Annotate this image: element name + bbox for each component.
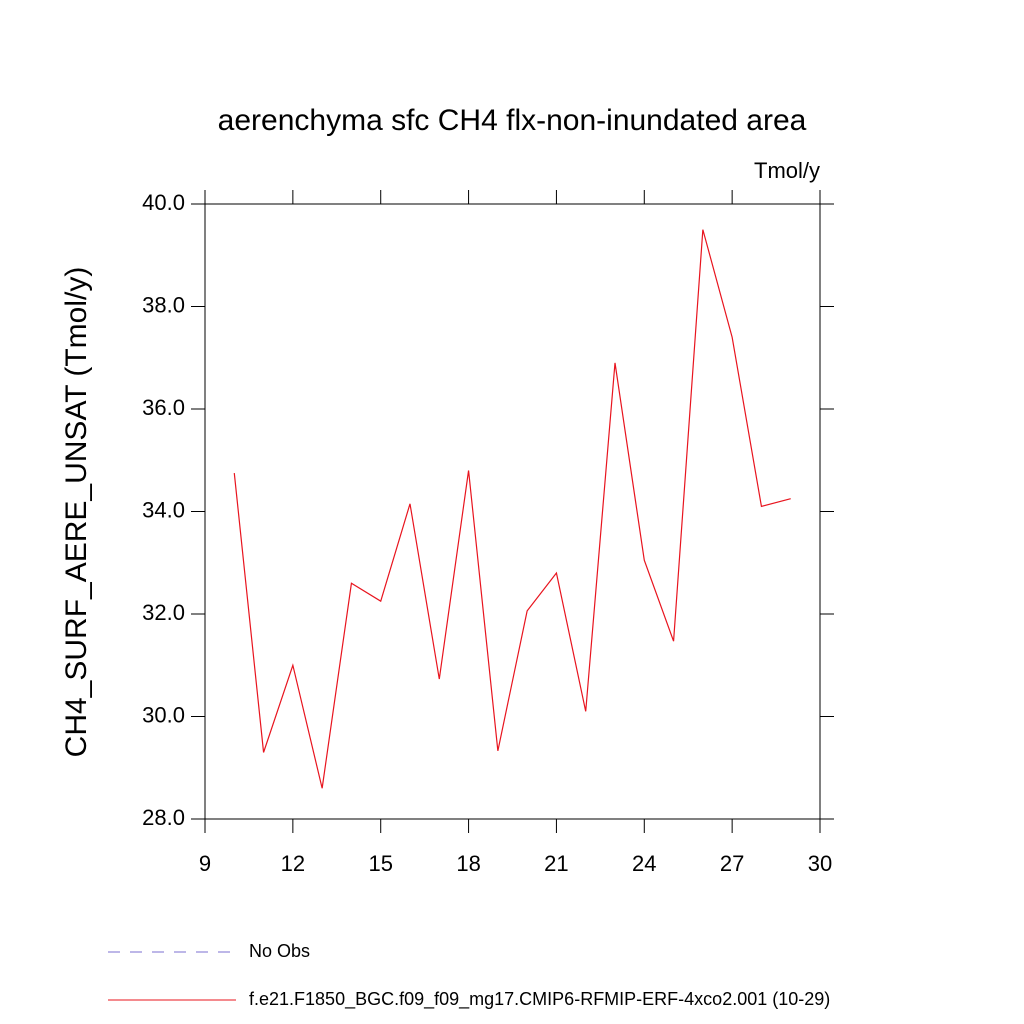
y-axis-label: CH4_SURF_AERE_UNSAT (Tmol/y) (60, 267, 93, 758)
units-label: Tmol/y (754, 158, 820, 183)
y-tick-label: 28.0 (142, 805, 185, 830)
y-tick-label: 36.0 (142, 395, 185, 420)
chart-title: aerenchyma sfc CH4 flx-non-inundated are… (218, 104, 807, 137)
x-tick-label: 12 (281, 851, 305, 876)
x-tick-label: 21 (544, 851, 568, 876)
y-tick-label: 34.0 (142, 497, 185, 522)
plot-frame (204, 203, 821, 820)
legend-label: f.e21.F1850_BGC.f09_f09_mg17.CMIP6-RFMIP… (249, 989, 830, 1010)
legend-label: No Obs (249, 941, 310, 961)
x-tick-label: 30 (808, 851, 832, 876)
y-tick-label: 40.0 (142, 190, 185, 215)
x-tick-label: 9 (199, 851, 211, 876)
x-tick-label: 18 (456, 851, 480, 876)
x-tick-label: 15 (368, 851, 392, 876)
x-tick-label: 24 (632, 851, 656, 876)
data-line (233, 229, 791, 789)
y-tick-label: 38.0 (142, 292, 185, 317)
y-tick-label: 30.0 (142, 702, 185, 727)
x-tick-label: 27 (720, 851, 744, 876)
y-tick-label: 32.0 (142, 600, 185, 625)
